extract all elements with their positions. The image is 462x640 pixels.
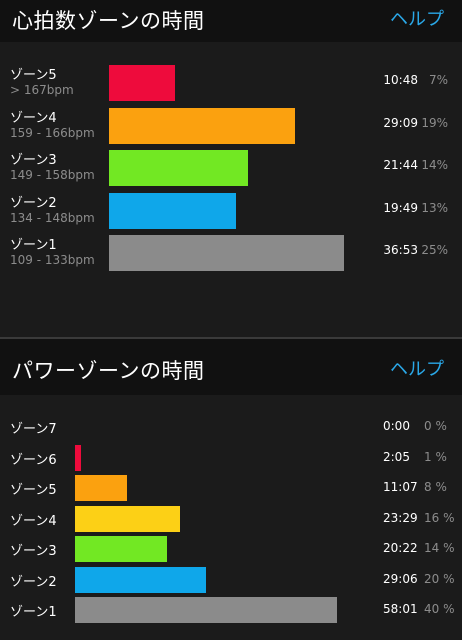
zone-bar — [75, 505, 180, 532]
zone-percent: 8 % — [424, 480, 447, 494]
zone-time: 2:05 — [383, 449, 410, 464]
zone-time: 20:22 — [383, 541, 418, 555]
zone-percent: 16 % — [424, 510, 455, 525]
zone-bar — [75, 597, 337, 623]
power-zone-row: ゾーン7 0:00 0 % — [0, 413, 462, 443]
zone-percent: 1 % — [424, 449, 447, 464]
zone-bpm-range: 149 - 158bpm — [10, 168, 95, 182]
zone-bar — [109, 235, 344, 271]
zone-label: ゾーン1 — [10, 238, 57, 253]
zone-time: 23:29 — [383, 510, 418, 525]
power-zone-row: ゾーン6 2:05 1 % — [0, 444, 462, 474]
zone-bpm-range: > 167bpm — [10, 83, 74, 97]
section-divider — [0, 337, 462, 339]
power-zone-row: ゾーン4 23:29 16 % — [0, 505, 462, 535]
zone-time: 58:01 — [383, 602, 418, 616]
zone-time: 29:06 — [383, 571, 418, 586]
zone-time: 0:00 — [383, 419, 410, 433]
power-zone-row: ゾーン2 29:06 20 % — [0, 566, 462, 596]
zone-label: ゾーン7 — [10, 422, 57, 437]
zone-percent: 14 % — [424, 541, 455, 555]
power-zone-row: ゾーン5 11:07 8 % — [0, 474, 462, 504]
zone-bar — [75, 475, 127, 501]
zone-label: ゾーン6 — [10, 452, 57, 468]
heart-zone-row: ゾーン5 > 167bpm 10:48 7% — [0, 62, 462, 102]
zone-label: ゾーン3 — [10, 153, 57, 168]
zone-percent: 40 % — [424, 602, 455, 616]
zone-bar — [75, 566, 206, 593]
heart-zone-row: ゾーン2 134 - 148bpm 19:49 13% — [0, 190, 462, 230]
zone-percent: 14% — [421, 158, 448, 172]
zone-label: ゾーン1 — [10, 605, 57, 620]
zone-label: ゾーン2 — [10, 195, 57, 211]
zone-bpm-range: 159 - 166bpm — [10, 125, 95, 140]
zone-percent: 20 % — [424, 571, 455, 586]
heart-zone-header: 心拍数ゾーンの時間 ヘルプ — [0, 0, 462, 42]
zone-label: ゾーン4 — [10, 110, 57, 126]
heart-zone-title: 心拍数ゾーンの時間 — [12, 9, 205, 33]
zone-label: ゾーン4 — [10, 513, 57, 529]
zone-time: 11:07 — [383, 480, 418, 494]
power-zone-row: ゾーン3 20:22 14 % — [0, 535, 462, 565]
zone-label: ゾーン5 — [10, 483, 57, 498]
power-help-link[interactable]: ヘルプ — [390, 359, 444, 380]
zone-percent: 13% — [421, 200, 448, 215]
zone-bar — [75, 536, 167, 562]
zone-label: ゾーン3 — [10, 544, 57, 559]
heart-zone-row: ゾーン4 159 - 166bpm 29:09 19% — [0, 105, 462, 145]
zone-time: 21:44 — [383, 158, 418, 172]
zone-label: ゾーン2 — [10, 574, 57, 590]
power-zone-header: パワーゾーンの時間 ヘルプ — [0, 339, 462, 395]
zone-bar — [109, 65, 175, 101]
zone-bar — [75, 444, 81, 471]
zone-bpm-range: 109 - 133bpm — [10, 253, 95, 267]
zone-time: 29:09 — [383, 115, 418, 130]
power-zone-row: ゾーン1 58:01 40 % — [0, 596, 462, 626]
zone-time: 36:53 — [383, 243, 418, 257]
zone-label: ゾーン5 — [10, 68, 57, 83]
zone-percent: 7% — [428, 73, 448, 87]
zone-time: 10:48 — [383, 73, 418, 87]
zone-bar — [109, 192, 236, 229]
zone-percent: 25% — [421, 243, 448, 257]
zone-bpm-range: 134 - 148bpm — [10, 210, 95, 225]
heart-zone-row: ゾーン1 109 - 133bpm 36:53 25% — [0, 232, 462, 272]
heart-help-link[interactable]: ヘルプ — [390, 9, 444, 30]
heart-zone-row: ゾーン3 149 - 158bpm 21:44 14% — [0, 147, 462, 187]
power-zone-title: パワーゾーンの時間 — [12, 359, 205, 383]
zone-time: 19:49 — [383, 200, 418, 215]
zone-bar — [109, 150, 248, 186]
zone-percent: 19% — [421, 115, 448, 130]
zone-bar — [109, 107, 295, 144]
zone-percent: 0 % — [424, 419, 447, 433]
